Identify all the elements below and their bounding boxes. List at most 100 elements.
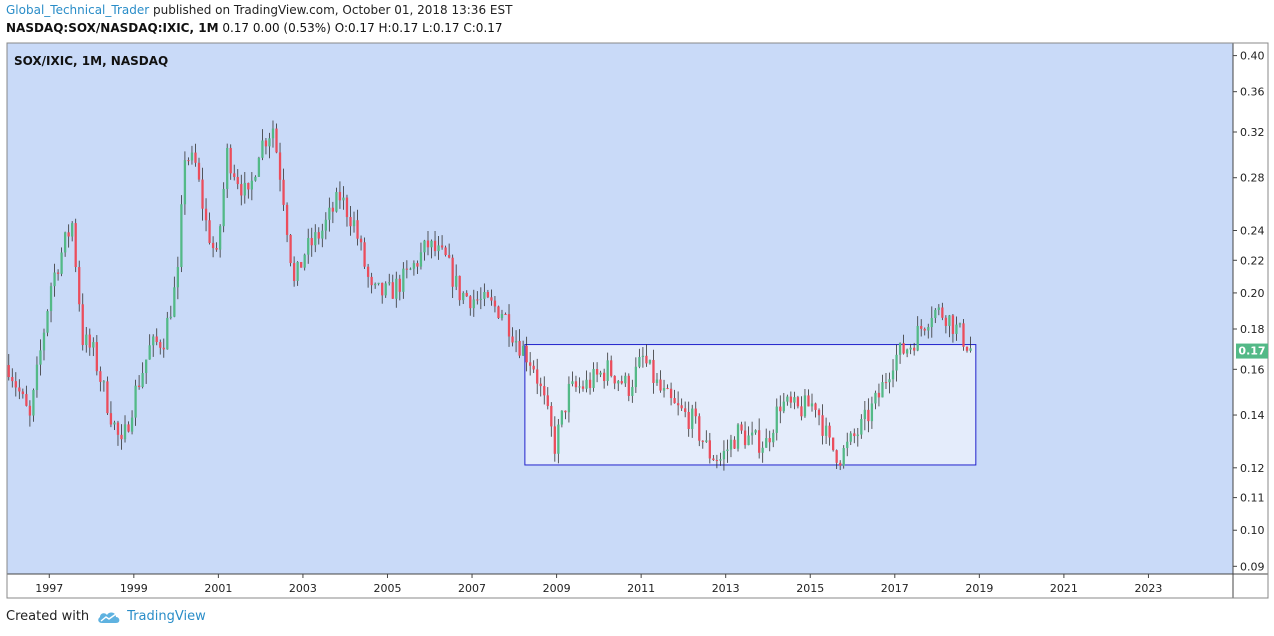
candle (88, 328, 91, 356)
candle (701, 440, 704, 449)
candle (511, 327, 514, 347)
candle (176, 256, 180, 300)
candle (849, 431, 852, 446)
candle (211, 236, 215, 258)
footer: Created with TradingView (6, 609, 206, 624)
y-tick-label: 0.14 (1240, 409, 1265, 422)
candle (927, 323, 930, 339)
candle (32, 388, 35, 422)
candle (571, 371, 574, 387)
candle (543, 376, 546, 405)
candle (514, 330, 518, 353)
candle (197, 157, 201, 182)
plot-background (7, 43, 1233, 574)
y-tick-label: 0.20 (1240, 287, 1265, 300)
candle (796, 395, 800, 409)
range-box[interactable] (524, 344, 977, 466)
candle (807, 389, 810, 407)
candle (712, 455, 715, 461)
candle (479, 287, 482, 310)
candle (63, 231, 67, 257)
candle (613, 375, 616, 390)
last-price-label: 0.17 (1236, 343, 1268, 359)
candle (314, 224, 317, 253)
candle (180, 195, 183, 273)
candle (944, 315, 948, 334)
candle (99, 366, 102, 392)
candle (817, 408, 821, 426)
candle (49, 282, 53, 323)
candle (145, 359, 148, 384)
x-tick-label: 2017 (881, 582, 909, 595)
time-axis[interactable]: 1997 1999 2001 2003 2005 2007 2009 2011 2013 2015… (35, 574, 1162, 595)
y-tick-label: 0.36 (1240, 86, 1265, 99)
candle (437, 235, 440, 260)
x-tick-label: 2003 (289, 582, 317, 595)
candle (81, 293, 84, 351)
candle (969, 336, 972, 353)
candle (123, 415, 127, 443)
y-tick-label: 0.10 (1240, 524, 1265, 537)
candle (141, 362, 144, 389)
candle (698, 413, 701, 447)
candle (194, 143, 197, 167)
candle (962, 318, 965, 351)
candle (451, 254, 454, 299)
candle (599, 370, 602, 378)
candle (204, 198, 208, 232)
candle (856, 427, 859, 447)
candle (472, 289, 475, 317)
candle (109, 401, 113, 428)
candle (930, 306, 933, 338)
candle (374, 282, 377, 289)
candle (557, 418, 560, 464)
candle (440, 235, 444, 250)
candle (78, 260, 81, 312)
x-tick-label: 2013 (712, 582, 740, 595)
candle (574, 375, 578, 392)
candle (247, 182, 250, 199)
candle (867, 398, 870, 433)
candle (687, 401, 690, 437)
candle (669, 382, 673, 406)
candle (793, 391, 796, 410)
price-axis[interactable]: 0.40 0.36 0.32 0.28 0.24 0.22 0.20 0.18 0.16 0.14… (1233, 50, 1265, 574)
candle (648, 359, 652, 365)
candle (92, 337, 95, 357)
candle (419, 242, 423, 270)
chart-frame (6, 42, 1269, 599)
author-link[interactable]: Global_Technical_Trader (6, 3, 150, 17)
candle (920, 319, 923, 337)
candle (455, 264, 458, 291)
candle (659, 370, 662, 393)
tradingview-link[interactable]: TradingView (127, 609, 206, 624)
candle (951, 314, 955, 343)
candle (67, 224, 70, 248)
y-tick-label: 0.32 (1240, 126, 1265, 139)
range-box-layer (524, 344, 977, 466)
candle (458, 275, 461, 306)
candle (539, 377, 542, 397)
candle (402, 262, 405, 299)
candle (588, 372, 592, 395)
candle (46, 309, 49, 337)
x-tick-label: 2009 (543, 582, 571, 595)
candle (208, 212, 211, 245)
chart-title: SOX/IXIC, 1M, NASDAQ (14, 54, 168, 68)
last-price-badge (1236, 343, 1268, 359)
candle (842, 445, 845, 469)
publish-info: Global_Technical_Trader published on Tra… (6, 3, 512, 17)
candle (923, 327, 926, 336)
candle (620, 375, 623, 385)
candle (395, 271, 398, 308)
candle (363, 237, 366, 269)
candle (85, 326, 88, 353)
candle (398, 274, 401, 301)
candle (95, 335, 98, 376)
candle (779, 395, 782, 424)
candle (603, 368, 606, 389)
candle (789, 391, 793, 409)
candle (352, 211, 356, 233)
candle (955, 316, 958, 341)
